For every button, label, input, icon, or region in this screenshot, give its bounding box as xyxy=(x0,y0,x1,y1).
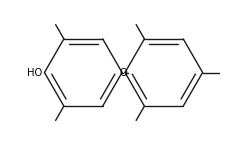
Text: HO: HO xyxy=(27,68,42,77)
Text: O: O xyxy=(120,68,128,77)
